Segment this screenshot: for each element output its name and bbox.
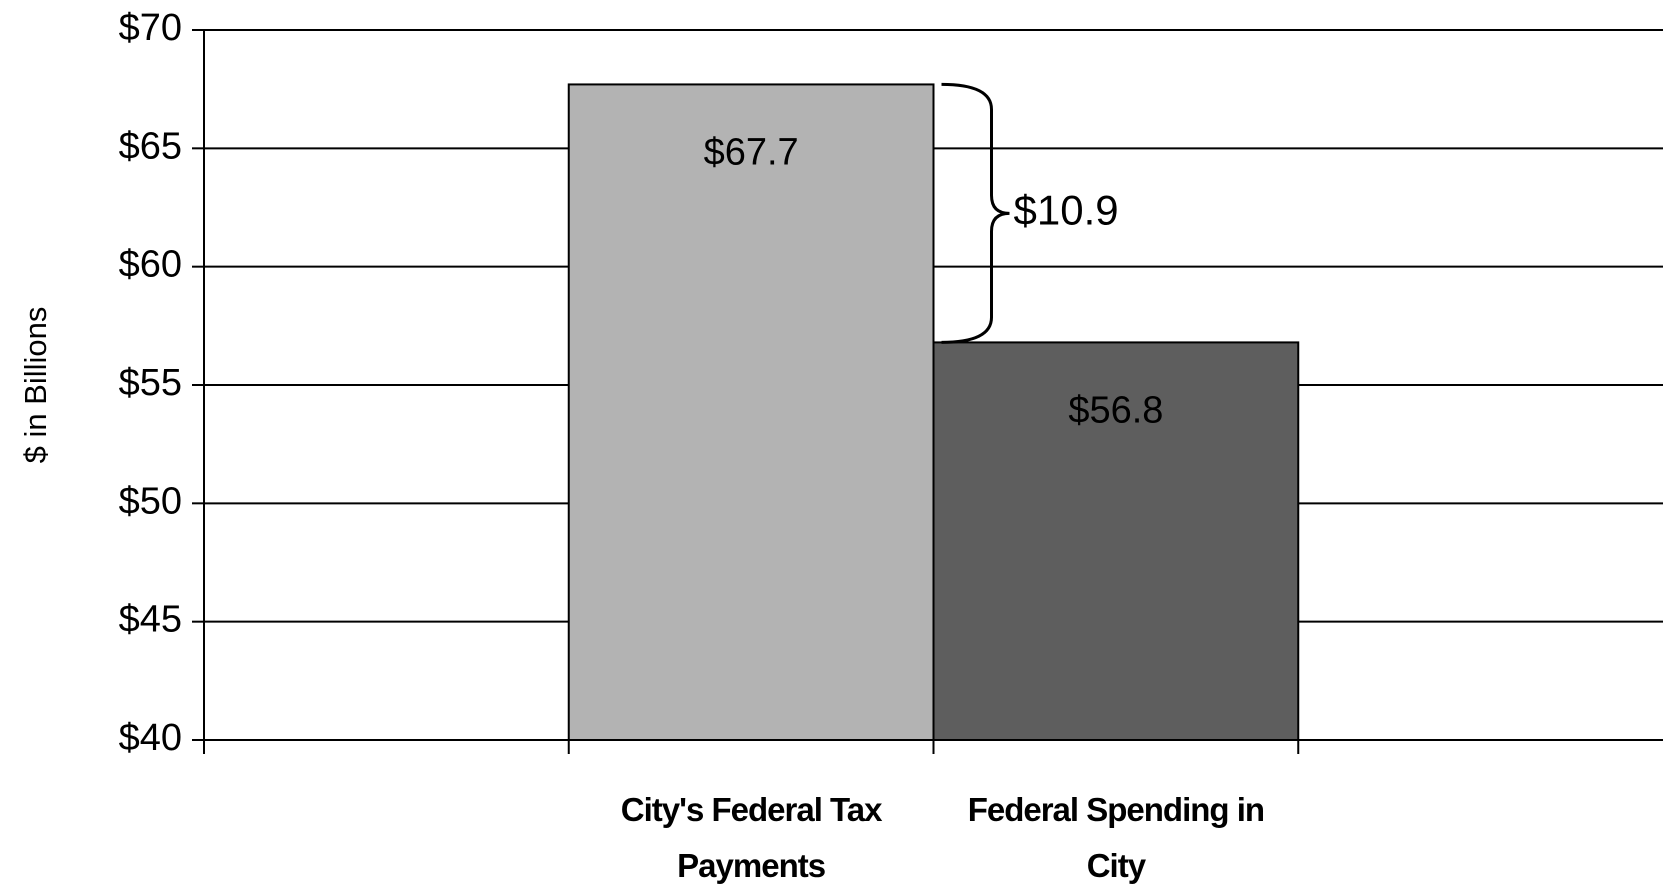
y-tick-label: $55 [119,362,182,404]
value-label: $67.7 [704,131,799,173]
y-tick-label: $50 [119,480,182,522]
bar [932,341,1300,741]
value-label: $56.8 [1068,389,1163,431]
y-tick-label: $60 [119,244,182,286]
difference-brace [941,82,1010,344]
annotation: $10.9 [1014,187,1119,234]
x-tick-label: City's Federal Tax Payments [620,791,883,884]
y-tick-label: $65 [119,125,182,167]
y-tick-label: $45 [119,599,182,641]
y-tick-label: $40 [119,717,182,759]
bar [567,83,935,741]
y-axis-label: $ in Billions [18,307,53,464]
y-tick-label: $70 [119,7,182,49]
x-tick-label: Federal Spending in City [967,791,1265,884]
